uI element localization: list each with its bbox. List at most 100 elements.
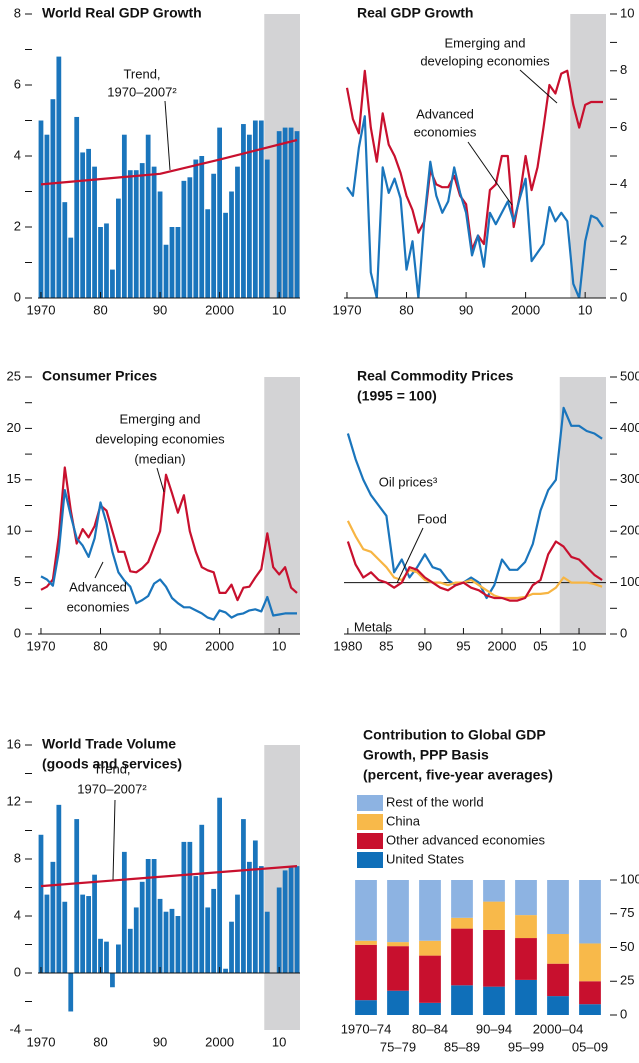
bar <box>288 127 294 298</box>
bar-segment <box>451 917 473 929</box>
y-tick-label: 100 <box>620 574 639 589</box>
annotation: (median) <box>134 451 185 466</box>
x-tick-label: 90–94 <box>476 1021 512 1036</box>
bar <box>62 901 68 973</box>
bar <box>199 156 205 298</box>
y-tick-label: 6 <box>14 76 21 91</box>
bar-segment <box>355 940 377 945</box>
x-tick-label: 80 <box>93 638 107 653</box>
bar-segment <box>547 934 569 964</box>
bar <box>98 938 103 973</box>
bar <box>92 874 97 973</box>
bar <box>74 819 80 973</box>
bar <box>56 804 62 973</box>
bar <box>86 148 91 298</box>
bar <box>110 269 115 298</box>
bar-segment <box>483 929 505 987</box>
bar <box>157 898 163 973</box>
annotation: Advanced <box>416 106 474 121</box>
bar-segment <box>515 979 537 1015</box>
bar <box>193 876 199 973</box>
bar <box>217 797 222 973</box>
bar <box>276 887 282 973</box>
bar-segment <box>419 880 441 941</box>
bar <box>199 824 205 973</box>
series-line <box>40 489 297 621</box>
plot-area <box>38 14 300 298</box>
bar <box>252 840 258 973</box>
bar <box>229 191 234 298</box>
x-tick-label: 1980 <box>333 638 362 653</box>
bar-segment <box>419 940 441 956</box>
chart-title: Contribution to Global GDP <box>363 727 546 743</box>
y-tick-label: 0 <box>14 289 21 304</box>
x-tick-label: 2000 <box>205 638 234 653</box>
bar <box>175 227 181 298</box>
plot-area <box>345 14 606 298</box>
plot-area <box>344 377 606 634</box>
panel: World Real GDP Growth 0 2 4 6 8 1970 80 90 2000 10… <box>14 5 300 317</box>
bar-segment <box>451 985 473 1015</box>
bar <box>139 163 145 298</box>
plot-area <box>40 377 300 634</box>
bar <box>241 819 246 973</box>
y-tick-label: 0 <box>620 1006 627 1021</box>
leader-line <box>164 100 171 171</box>
bar-segment <box>515 915 537 939</box>
x-tick-label: 2000 <box>205 1034 234 1049</box>
annotation: Metals <box>354 619 393 634</box>
bar-segment <box>387 946 409 991</box>
annotation: Food <box>417 511 447 526</box>
bar-segment <box>483 986 505 1015</box>
bar-segment <box>547 963 569 997</box>
plot-area <box>38 745 300 1030</box>
chart-title: (percent, five-year averages) <box>363 767 553 783</box>
bar <box>80 152 86 298</box>
legend-swatch <box>357 852 383 868</box>
bar <box>92 166 97 298</box>
series-line <box>346 406 603 600</box>
bar <box>121 851 127 973</box>
bar <box>104 223 109 298</box>
chart-title: Growth, PPP Basis <box>363 747 489 763</box>
y-tick-label: 4 <box>14 147 21 162</box>
x-tick-label: 1970 <box>27 638 56 653</box>
y-tick-label: 4 <box>14 907 21 922</box>
chart-title: World Trade Volume <box>42 736 176 752</box>
bar <box>181 841 187 973</box>
bar-segment <box>355 944 377 1001</box>
y-tick-label: 8 <box>620 62 627 77</box>
leader-line <box>396 527 424 584</box>
y-tick-label: 500 <box>620 368 639 383</box>
chart-title: (goods and services) <box>42 756 182 772</box>
bar-segment <box>387 880 409 943</box>
bar <box>68 973 74 1012</box>
panel: Real GDP Growth 0 2 4 6 8 10 1970 80 90 2000 10 Emer… <box>333 5 635 318</box>
x-tick-label: 80 <box>93 302 107 317</box>
series-line <box>346 520 603 600</box>
bar <box>110 973 115 988</box>
x-tick-label: 2000–04 <box>533 1021 584 1036</box>
x-tick-label: 1970 <box>27 302 56 317</box>
annotation: Oil prices³ <box>379 474 438 489</box>
series-line <box>346 115 604 298</box>
bar <box>264 911 270 973</box>
bar <box>139 881 145 973</box>
y-tick-label: 5 <box>14 574 21 589</box>
annotation: economies <box>414 124 477 139</box>
plot-area <box>355 880 601 1015</box>
x-tick-label: 05 <box>533 638 547 653</box>
bar-segment <box>579 981 601 1005</box>
bar-segment <box>451 880 473 918</box>
bar <box>205 907 211 973</box>
panel: World Trade Volume (goods and services) -4… <box>7 736 300 1049</box>
bar <box>211 173 217 298</box>
annotation: developing economies <box>420 53 550 68</box>
y-tick-label: 25 <box>7 368 21 383</box>
leader-line <box>467 141 513 206</box>
series-line <box>40 466 298 602</box>
x-tick-label: 10 <box>572 638 586 653</box>
bar <box>151 166 157 298</box>
